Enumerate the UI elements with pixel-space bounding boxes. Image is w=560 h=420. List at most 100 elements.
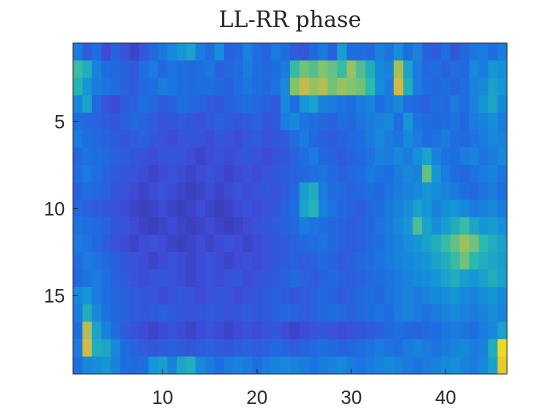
heatmap-cell <box>157 252 168 270</box>
heatmap-cell <box>393 147 404 166</box>
heatmap-cell <box>450 112 461 131</box>
heatmap-cell <box>497 339 508 357</box>
heatmap-cell <box>327 339 338 357</box>
heatmap-cell <box>280 147 291 166</box>
heatmap-cell <box>252 147 263 166</box>
heatmap-cell <box>478 95 489 114</box>
heatmap-cell <box>167 234 178 253</box>
heatmap-cell <box>346 217 357 236</box>
heatmap-cell <box>469 182 480 201</box>
heatmap-cell <box>346 356 357 375</box>
heatmap-cell <box>233 339 244 357</box>
heatmap-cell <box>167 321 178 340</box>
heatmap-cell <box>459 43 470 61</box>
heatmap-cell <box>308 304 319 323</box>
heatmap-cell <box>101 304 112 323</box>
heatmap-cell <box>440 60 451 79</box>
heatmap-cell <box>299 77 310 96</box>
heatmap-cell <box>148 234 159 253</box>
heatmap-cell <box>139 356 149 375</box>
heatmap-cell <box>422 217 432 236</box>
heatmap-cell <box>280 43 291 61</box>
heatmap-cell <box>73 43 83 61</box>
heatmap-cell <box>186 217 197 236</box>
heatmap-cell <box>469 60 480 79</box>
heatmap-cell <box>176 252 187 270</box>
heatmap-cell <box>110 199 121 218</box>
heatmap-cell <box>82 252 93 270</box>
heatmap-cell <box>261 217 272 236</box>
heatmap-cell <box>469 252 480 270</box>
heatmap-cell <box>497 164 508 183</box>
heatmap-cell <box>280 321 291 340</box>
heatmap-cell <box>299 304 310 323</box>
heatmap-cell <box>327 43 338 61</box>
heatmap-cell <box>252 60 263 79</box>
heatmap-cell <box>252 356 263 375</box>
heatmap-cell <box>82 112 93 131</box>
heatmap-cell <box>101 356 112 375</box>
heatmap-cell <box>290 234 300 253</box>
heatmap-cell <box>412 95 423 114</box>
heatmap-cell <box>223 269 234 288</box>
heatmap-cell <box>469 217 480 236</box>
heatmap-cell <box>450 356 461 375</box>
heatmap-cell <box>233 130 244 148</box>
heatmap-cell <box>148 339 159 357</box>
heatmap-cell <box>176 217 187 236</box>
heatmap-cell <box>148 43 159 61</box>
heatmap-cell <box>412 199 423 218</box>
heatmap-cell <box>478 356 489 375</box>
x-tick-label: 40 <box>435 388 456 409</box>
heatmap-cell <box>318 43 329 61</box>
heatmap-cell <box>299 234 310 253</box>
heatmap-cell <box>110 182 121 201</box>
heatmap-cell <box>271 112 281 131</box>
heatmap-cell <box>101 286 112 305</box>
heatmap-cell <box>365 286 376 305</box>
heatmap-cell <box>478 43 489 61</box>
heatmap-cell <box>101 164 112 183</box>
heatmap-cell <box>242 339 253 357</box>
heatmap-cell <box>242 130 253 148</box>
heatmap-cell <box>205 95 215 114</box>
heatmap-cell <box>440 339 451 357</box>
heatmap-cell <box>120 130 130 148</box>
heatmap-cell <box>91 147 102 166</box>
heatmap-cell <box>91 199 102 218</box>
heatmap-cell <box>139 199 149 218</box>
heatmap-cell <box>450 234 461 253</box>
heatmap-cell <box>318 286 329 305</box>
heatmap-cell <box>469 321 480 340</box>
heatmap-cell <box>271 234 281 253</box>
heatmap-cell <box>157 95 168 114</box>
heatmap-cell <box>148 356 159 375</box>
heatmap-cell <box>110 286 121 305</box>
heatmap-cell <box>110 60 121 79</box>
heatmap-cell <box>356 77 366 96</box>
heatmap-cell <box>167 112 178 131</box>
heatmap-cell <box>412 130 423 148</box>
heatmap-cell <box>440 164 451 183</box>
heatmap-cell <box>157 60 168 79</box>
heatmap-cell <box>431 95 442 114</box>
heatmap-cell <box>431 356 442 375</box>
heatmap-cell <box>280 217 291 236</box>
heatmap-cell <box>497 234 508 253</box>
heatmap-cell <box>91 234 102 253</box>
heatmap-cell <box>205 217 215 236</box>
heatmap-cell <box>157 217 168 236</box>
heatmap-cell <box>148 130 159 148</box>
heatmap-cell <box>186 339 197 357</box>
heatmap-cell <box>403 60 414 79</box>
heatmap-cell <box>261 339 272 357</box>
heatmap-cell <box>308 286 319 305</box>
heatmap-cell <box>393 286 404 305</box>
heatmap-cell <box>271 147 281 166</box>
heatmap-cell <box>403 95 414 114</box>
heatmap-cell <box>497 147 508 166</box>
heatmap-cell <box>384 286 395 305</box>
heatmap-cell <box>148 269 159 288</box>
heatmap-cell <box>139 234 149 253</box>
heatmap-cell <box>478 77 489 96</box>
